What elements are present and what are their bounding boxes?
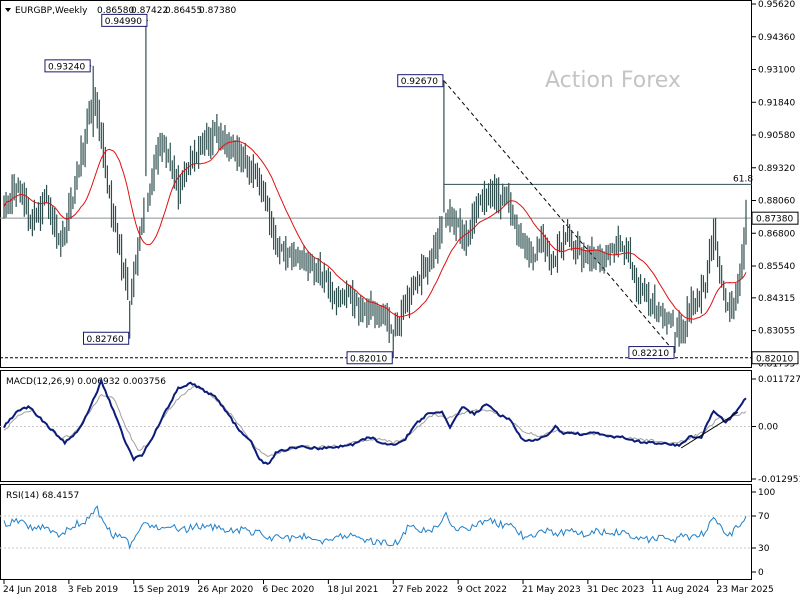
x-tick-label: 3 Feb 2019 [68,585,119,595]
price-y-tick-label: 0.88060 [758,197,795,207]
price-y-tick-label: 0.81795 [758,359,795,369]
x-tick-label: 23 Mar 2025 [717,585,774,595]
rsi-y-tick-label: 70 [758,512,770,522]
current-price-tag: 0.87380 [756,215,793,225]
price-y-tick-label: 0.94360 [758,33,795,43]
rsi-y-tick-label: 0 [758,568,764,578]
x-tick-label: 6 Dec 2020 [262,585,314,595]
x-tick-label: 21 May 2023 [522,585,581,595]
rsi-line [3,505,747,550]
swing-label-box [397,74,444,88]
ohlc-low: 0.86455 [165,6,202,16]
x-tick-label: 15 Sep 2019 [133,585,190,595]
swing-label-box [44,59,91,73]
price-y-tick-label: 0.89320 [758,164,795,174]
price-y-axis: 0.95620 0.94360 0.93100 0.91840 0.90580 0.893… [752,0,795,369]
ohlc-high: 0.87422 [131,6,168,16]
rsi-lines [3,505,747,550]
rsi-panel: RSI(14) 68.4157 100 70 30 0 [0,484,775,580]
low-price-tag-box [751,351,799,365]
price-annotations: 0.93240 0.94990 0.82760 0.82010 0.92670 0.822… [44,13,799,365]
rsi-title: RSI(14) 68.4157 [6,491,79,501]
watermark: Action Forex [545,68,681,93]
rsi-y-axis: 100 70 30 0 [0,488,775,578]
price-trend-line [443,80,676,353]
rsi-y-tick-label: 30 [758,544,770,554]
macd-y-tick-label: 0.011727 [758,375,800,385]
rsi-y-tick-label: 100 [758,488,775,498]
macd-panel: MACD(12,26,9) 0.006932 0.003756 0.011727… [0,370,800,485]
price-title: EURGBP,Weekly [15,6,88,16]
swing-label: 0.82010 [350,354,387,364]
swing-label: 0.94990 [105,17,142,27]
macd-panel-frame [0,370,752,482]
fib-618-label: 61.8 [733,174,753,184]
x-tick-label: 9 Oct 2022 [457,585,507,595]
macd-lines [3,377,747,466]
swing-label-box [346,351,393,365]
low-price-tag: 0.82010 [756,354,793,364]
macd-title: MACD(12,26,9) 0.006932 0.003756 [6,377,166,387]
price-y-tick-label: 0.90580 [758,131,795,141]
price-ohlc-bars [3,20,747,358]
macd-signal-line [3,385,747,457]
current-price-tag-box [751,211,799,225]
x-tick-label: 31 Dec 2023 [587,585,645,595]
price-y-tick-label: 0.93100 [758,66,795,76]
swing-label-box [628,346,675,360]
swing-label: 0.93240 [48,62,85,72]
price-y-tick-label: 0.86800 [758,229,795,239]
price-panel: Action Forex EURGBP,Weekly 0.86580 0.874… [0,0,799,369]
x-axis: 24 Jun 2018 3 Feb 2019 15 Sep 2019 26 Apr 2… [3,580,774,595]
price-y-tick-label: 0.95620 [758,0,795,10]
macd-main-line [3,377,747,466]
ohlc-open: 0.86580 [97,6,134,16]
x-tick-label: 27 Feb 2022 [392,585,448,595]
macd-y-axis: 0.011727 0.00 -0.012951 [0,375,800,485]
swing-label: 0.82760 [86,335,123,345]
swing-label-box [101,13,148,27]
swing-label-box [82,331,130,345]
price-y-tick-label: 0.84315 [758,294,795,304]
swing-label: 0.82210 [632,349,669,359]
rsi-panel-frame [0,484,752,580]
price-y-tick-label: 0.91840 [758,98,795,108]
macd-y-tick-label: -0.012951 [758,475,800,485]
ohlc-close: 0.87380 [199,6,236,16]
macd-trend-line [680,411,739,449]
price-y-tick-label: 0.83055 [758,327,795,337]
x-tick-label: 11 Aug 2024 [652,585,710,595]
swing-label: 0.92670 [401,77,438,87]
panel-collapse-icon[interactable] [5,8,11,12]
x-tick-label: 26 Apr 2020 [198,585,254,595]
moving-average-line [3,140,747,320]
macd-y-tick-label: 0.00 [758,423,778,433]
x-tick-label: 18 Jul 2021 [327,585,378,595]
x-tick-label: 24 Jun 2018 [3,585,57,595]
price-y-tick-label: 0.85540 [758,262,795,272]
